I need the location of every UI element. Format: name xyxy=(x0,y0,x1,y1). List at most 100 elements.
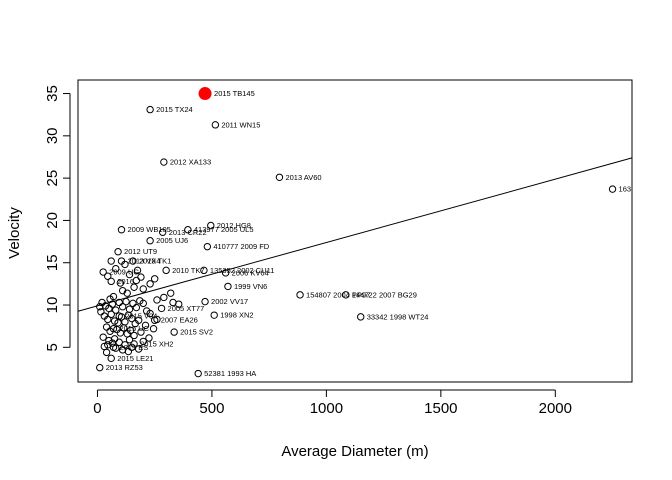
data-point xyxy=(109,343,118,352)
point-label: 2016 xyxy=(117,277,134,286)
regression-line-segment xyxy=(77,157,633,312)
data-point xyxy=(137,273,145,281)
data-point xyxy=(203,242,212,251)
y-tick-label: 10 xyxy=(44,297,61,314)
point-label: 2009 UG xyxy=(109,268,139,277)
point-label: 413977 2005 UL5 xyxy=(194,225,254,234)
point-label: 154807 2004 PP97 xyxy=(306,290,370,299)
data-point xyxy=(114,319,122,327)
data-point xyxy=(150,316,159,324)
data-point xyxy=(97,308,105,316)
data-point xyxy=(102,323,111,331)
data-point xyxy=(132,276,141,285)
data-point xyxy=(167,289,175,297)
data-point xyxy=(275,173,284,181)
data-point xyxy=(146,280,154,288)
point-label: 2012 UT9 xyxy=(124,247,157,256)
data-point xyxy=(112,264,120,273)
data-point xyxy=(201,297,209,306)
data-point xyxy=(130,331,138,340)
data-point xyxy=(104,315,112,324)
data-point xyxy=(116,329,125,337)
data-point xyxy=(106,295,114,303)
highlighted-point: 2015 TB145 xyxy=(198,87,255,101)
data-point xyxy=(146,105,154,114)
data-point xyxy=(99,333,107,341)
data-point xyxy=(112,306,120,314)
data-point xyxy=(125,270,134,279)
data-point xyxy=(96,303,104,311)
data-point xyxy=(159,228,167,236)
data-point xyxy=(207,221,215,230)
y-tick-label: 15 xyxy=(44,254,61,271)
data-point xyxy=(342,291,350,299)
data-point xyxy=(162,266,170,275)
point-label: 135352 2002 CU11 xyxy=(210,266,275,275)
point-label: 2015 LE21 xyxy=(117,354,153,363)
data-point xyxy=(107,310,115,319)
data-point xyxy=(117,257,126,265)
y-tick-label: 30 xyxy=(44,127,61,144)
data-point xyxy=(117,226,126,234)
data-point xyxy=(210,311,218,319)
y-tick-label: 5 xyxy=(44,343,61,351)
x-tick-label: 1000 xyxy=(310,400,343,417)
point-label: 144722 2007 BG29 xyxy=(352,290,417,299)
data-point xyxy=(153,296,161,304)
point-label: 2012 XA133 xyxy=(170,158,211,167)
data-points xyxy=(96,105,617,378)
point-label: 2011 WN15 xyxy=(221,120,260,129)
point-label: 2015 SV2 xyxy=(180,328,213,337)
point-label: 410777 2009 FD xyxy=(213,242,269,251)
point-label: 2015 V04 xyxy=(125,312,157,321)
data-point xyxy=(139,299,147,308)
data-point xyxy=(107,277,115,286)
point-label: 2005 XT77 xyxy=(168,304,205,313)
data-point xyxy=(221,269,230,277)
point-label: 2013 RZ53 xyxy=(106,363,143,372)
plot-frame xyxy=(77,79,633,383)
point-label: 1998 XN2 xyxy=(220,311,253,320)
data-point xyxy=(104,272,112,280)
data-point xyxy=(118,303,127,311)
data-point xyxy=(132,303,141,312)
data-point xyxy=(120,324,128,332)
y-axis: 5 10 15 20 25 30 35 xyxy=(44,85,71,351)
point-label: 2013 AV60 xyxy=(285,173,321,182)
highlight-label: 2015 TB145 xyxy=(214,89,255,98)
data-point xyxy=(110,317,119,325)
data-point xyxy=(125,336,134,344)
data-point xyxy=(114,248,122,256)
x-axis: 0 500 1000 1500 2000 xyxy=(93,389,572,417)
data-point xyxy=(296,291,304,299)
data-point xyxy=(149,325,158,333)
point-label: 52381 1993 HA xyxy=(204,369,256,378)
data-point xyxy=(146,309,154,318)
data-point xyxy=(109,325,118,333)
data-point xyxy=(122,297,130,306)
data-point xyxy=(96,363,104,372)
data-point xyxy=(139,337,147,346)
point-label: 2013 CR22 xyxy=(169,228,207,237)
data-point xyxy=(137,328,145,336)
y-tick-label: 35 xyxy=(44,85,61,102)
data-point xyxy=(160,158,168,166)
point-label: 2009 WB105 xyxy=(127,225,170,234)
data-point xyxy=(139,285,147,293)
data-point xyxy=(107,257,115,265)
plot-border xyxy=(77,79,633,383)
data-point xyxy=(145,334,153,342)
data-point xyxy=(200,266,208,275)
point-label: 2015 TX24 xyxy=(156,105,193,114)
data-point xyxy=(99,268,107,276)
data-point xyxy=(141,321,150,330)
data-point xyxy=(146,237,154,245)
point-label: 2002 VV17 xyxy=(211,297,248,306)
y-tick-label: 20 xyxy=(44,212,61,229)
point-label: 2010 TK7 xyxy=(172,266,204,275)
data-point xyxy=(224,282,232,291)
x-tick-label: 0 xyxy=(93,400,101,417)
data-point xyxy=(118,286,127,295)
point-label: 2015 XH2 xyxy=(140,339,173,348)
